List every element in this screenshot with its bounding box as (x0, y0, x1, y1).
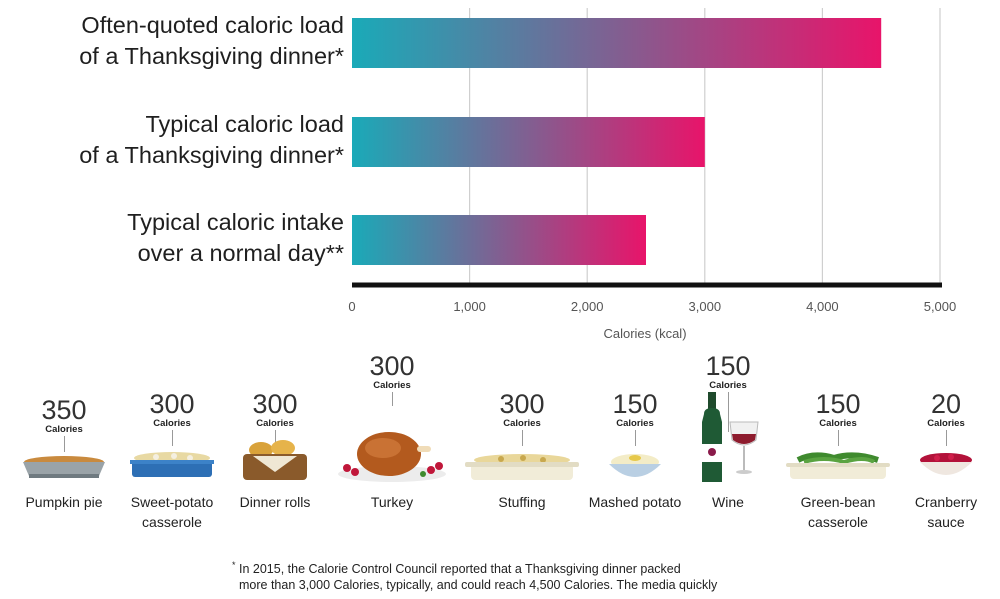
footnote-text: In 2015, the Calorie Control Council rep… (239, 562, 681, 577)
pointer-line (521, 430, 523, 446)
category-label: Often-quoted caloric load of a Thanksgivi… (79, 10, 344, 72)
calorie-unit: Calories (503, 418, 541, 429)
category-label-line: over a normal day** (137, 240, 344, 266)
calorie-unit: Calories (256, 418, 294, 429)
food-name: Cranberry sauce (886, 492, 1000, 532)
food-name: Stuffing (462, 492, 582, 512)
stuffing-icon (462, 450, 582, 484)
food-item: 300 Calories Sweet-potato casserole (112, 389, 232, 530)
food-name-line: casserole (142, 514, 202, 530)
calorie-value: 300 (149, 389, 195, 419)
category-label-line: Often-quoted caloric load (81, 12, 344, 38)
x-tick-label: 3,000 (689, 299, 722, 314)
food-name-line: Cranberry (914, 494, 978, 510)
pointer-line (171, 430, 173, 446)
food-name: Turkey (332, 492, 452, 512)
category-label-line: of a Thanksgiving dinner* (79, 43, 344, 69)
footnote: * In 2015, the Calorie Control Council r… (232, 557, 832, 593)
calorie-unit: Calories (616, 418, 654, 429)
food-name-line: Stuffing (498, 494, 546, 510)
x-tick-label: 1,000 (453, 299, 486, 314)
food-item: 300 Calories Turkey (332, 351, 452, 510)
calorie-unit: Calories (153, 418, 191, 429)
mashed-potato-icon (575, 450, 695, 484)
pumpkin-pie-icon (4, 450, 124, 484)
x-tick-label: 0 (348, 299, 355, 314)
turkey-icon (332, 426, 452, 484)
food-name-line: Green-bean (800, 494, 876, 510)
x-axis-label: Calories (kcal) (603, 326, 686, 341)
calorie-value: 20 (930, 389, 962, 419)
food-item: 20 Calories Cranberry sauce (886, 389, 1000, 530)
calorie-unit: Calories (709, 380, 747, 391)
pointer-line (727, 392, 729, 432)
category-label: Typical caloric intake over a normal day*… (127, 207, 344, 269)
calorie-unit: Calories (45, 424, 83, 435)
calorie-unit: Calories (373, 380, 411, 391)
food-name-line: Turkey (370, 494, 414, 510)
food-item: 300 Calories Dinner rolls (215, 389, 335, 510)
food-item: 300 Calories Stuffing (462, 389, 582, 510)
calorie-unit: Calories (819, 418, 857, 429)
pointer-line (391, 392, 393, 406)
food-item: 150 Calories Wine (668, 352, 788, 524)
food-name-line: sauce (927, 514, 965, 530)
food-name: Dinner rolls (215, 492, 335, 512)
food-name-line: Wine (712, 494, 744, 510)
bar (352, 215, 646, 265)
sweet-potato-casserole-icon (112, 448, 232, 484)
green-bean-casserole-icon (778, 450, 898, 484)
category-label-line: of a Thanksgiving dinner* (79, 142, 344, 168)
x-tick-label: 2,000 (571, 299, 604, 314)
cranberry-sauce-icon (886, 450, 1000, 484)
pointer-line (945, 430, 947, 446)
food-item: 150 Calories Green-bean casserole (778, 389, 898, 530)
food-name-line: Mashed potato (588, 494, 682, 510)
food-item: 350 Calories Pumpkin pie (4, 395, 124, 510)
food-name-line: Dinner rolls (239, 494, 311, 510)
calorie-unit: Calories (927, 418, 965, 429)
category-label-line: Typical caloric load (145, 111, 344, 137)
food-name: Pumpkin pie (4, 492, 124, 512)
footnote-marker: * (232, 560, 236, 570)
footnote-line: * In 2015, the Calorie Control Council r… (232, 557, 832, 577)
food-name: Wine (668, 492, 788, 512)
food-item: 150 Calories Mashed potato (575, 389, 695, 510)
footnote-line: more than 3,000 Calories, typically, and… (232, 577, 832, 593)
bar (352, 117, 705, 167)
food-name-line: Sweet-potato (130, 494, 214, 510)
pointer-line (63, 436, 65, 452)
pointer-line (634, 430, 636, 446)
bar (352, 18, 882, 68)
pointer-line (837, 430, 839, 446)
calorie-value: 300 (499, 389, 545, 419)
food-name: Sweet-potato casserole (112, 492, 232, 532)
pointer-line (274, 430, 276, 446)
food-name: Mashed potato (575, 492, 695, 512)
food-name-line: Pumpkin pie (25, 494, 103, 510)
calorie-value: 300 (252, 389, 298, 419)
wine-icon (668, 392, 788, 484)
calorie-value: 150 (815, 389, 861, 419)
calorie-value: 300 (369, 351, 415, 381)
footnote-text: more than 3,000 Calories, typically, and… (239, 578, 718, 593)
bar-chart: 0 1,000 2,000 3,000 4,000 5,000 Calories (kca… (348, 8, 957, 341)
food-name: Green-bean casserole (778, 492, 898, 532)
category-label: Typical caloric load of a Thanksgiving di… (79, 109, 344, 171)
calorie-value: 350 (41, 395, 87, 425)
calorie-value: 150 (612, 389, 658, 419)
calorie-value: 150 (705, 351, 751, 381)
x-tick-label: 4,000 (806, 299, 839, 314)
food-name-line: casserole (808, 514, 868, 530)
x-tick-label: 5,000 (924, 299, 957, 314)
category-label-line: Typical caloric intake (127, 209, 344, 235)
dinner-rolls-icon (215, 438, 335, 484)
